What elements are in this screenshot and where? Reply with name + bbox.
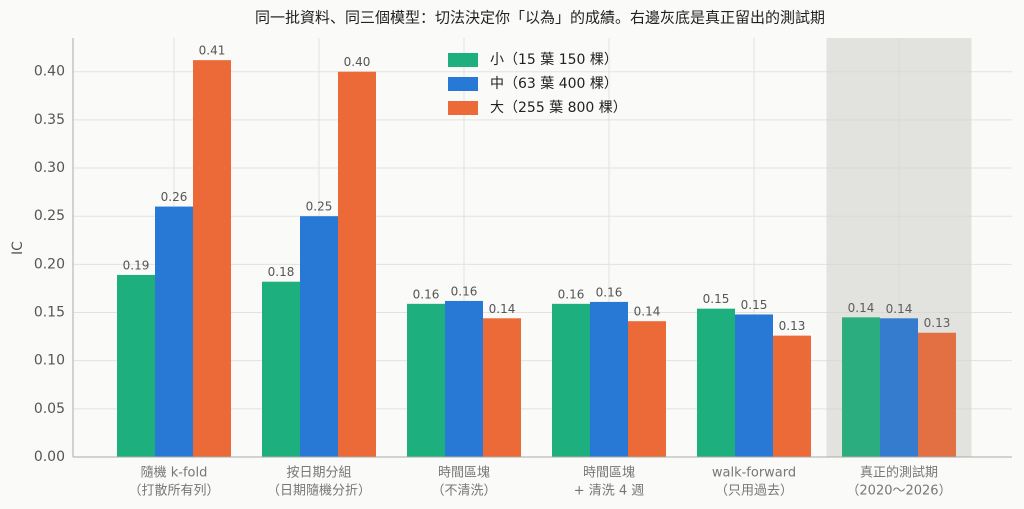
x-tick-label: + 清洗 4 週 (574, 484, 645, 499)
value-label: 0.19 (123, 258, 150, 272)
bar (842, 317, 880, 457)
bar (338, 71, 376, 457)
value-label: 0.40 (344, 55, 371, 69)
y-tick-label: 0.05 (34, 401, 65, 417)
y-tick-label: 0.15 (34, 305, 65, 321)
x-tick-label: （不清洗） (431, 484, 496, 499)
value-label: 0.15 (703, 292, 730, 306)
legend-label: 中（63 葉 400 棵） (490, 76, 618, 92)
x-tick-label: 隨機 k-fold (141, 466, 208, 481)
x-tick-label: （打散所有列） (128, 484, 219, 499)
x-tick-label: 時間區塊 (583, 465, 635, 481)
x-tick-label: 時間區塊 (438, 465, 490, 481)
y-tick-label: 0.00 (34, 449, 65, 465)
bar (590, 301, 628, 457)
bar (773, 335, 811, 457)
value-label: 0.41 (199, 44, 226, 58)
bar (628, 321, 666, 457)
bar (262, 281, 300, 457)
bar (193, 60, 231, 457)
bar (483, 318, 521, 457)
x-tick-label: walk-forward (712, 466, 796, 481)
bar (697, 308, 735, 457)
x-tick-label: （日期隨機分折） (267, 484, 371, 499)
bar (552, 303, 590, 457)
x-tick-label: 按日期分組 (286, 466, 351, 481)
x-tick-label: （只用過去） (715, 484, 793, 499)
value-label: 0.16 (451, 284, 478, 298)
shaded-overlay (826, 38, 972, 457)
bar (407, 303, 445, 457)
bar (117, 274, 155, 457)
bar (300, 216, 338, 457)
value-label: 0.16 (413, 287, 440, 301)
bar (918, 332, 956, 457)
legend-swatch (448, 53, 478, 67)
x-tick-label: （2020～2026） (846, 484, 951, 499)
value-label: 0.25 (306, 200, 333, 214)
x-tick-label: 真正的測試期 (860, 465, 938, 481)
y-tick-label: 0.40 (34, 64, 65, 80)
legend-swatch (448, 101, 478, 115)
value-label: 0.14 (848, 301, 875, 315)
value-label: 0.16 (558, 287, 585, 301)
bar (880, 318, 918, 457)
value-label: 0.14 (489, 302, 516, 316)
y-axis-label: IC (10, 241, 26, 255)
value-label: 0.14 (886, 302, 913, 316)
value-label: 0.26 (161, 190, 188, 204)
value-label: 0.13 (924, 316, 951, 330)
legend-swatch (448, 77, 478, 91)
bar (735, 314, 773, 457)
y-tick-label: 0.30 (34, 160, 65, 176)
chart-title: 同一批資料、同三個模型：切法決定你「以為」的成績。右邊灰底是真正留出的測試期 (255, 9, 825, 27)
y-tick-label: 0.35 (34, 112, 65, 128)
y-tick-label: 0.10 (34, 353, 65, 369)
bar (445, 300, 483, 457)
bar (155, 206, 193, 457)
y-tick-label: 0.20 (34, 256, 65, 272)
legend-label: 小（15 葉 150 棵） (490, 52, 618, 68)
value-label: 0.14 (634, 305, 661, 319)
value-label: 0.16 (596, 285, 623, 299)
value-label: 0.13 (779, 319, 806, 333)
legend-label: 大（255 葉 800 棵） (490, 100, 627, 116)
value-label: 0.18 (268, 265, 295, 279)
value-label: 0.15 (741, 298, 768, 312)
y-tick-label: 0.25 (34, 208, 65, 224)
